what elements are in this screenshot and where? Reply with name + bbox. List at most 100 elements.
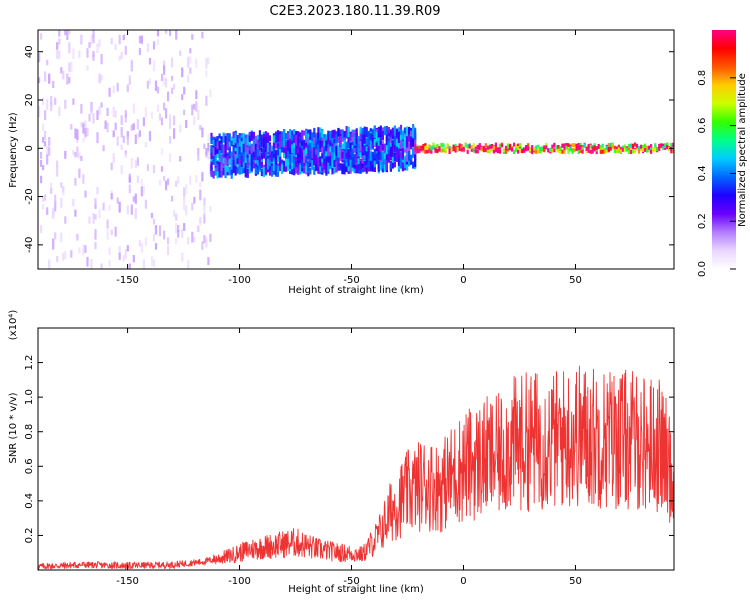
spectrogram-cell: [553, 148, 556, 153]
spectrogram-cell: [450, 148, 453, 153]
spectrogram-cell: [408, 136, 411, 143]
spectrogram-cell: [387, 141, 390, 150]
spectrogram-cell: [291, 152, 294, 163]
spectrogram-cell: [383, 126, 386, 136]
spectrogram-cell: [106, 107, 109, 116]
spectrogram-cell: [295, 147, 298, 155]
spectrogram-cell: [138, 130, 141, 137]
spectrogram-cell: [361, 128, 364, 135]
spectrogram-cell: [422, 146, 425, 151]
spectrogram-cell: [281, 140, 284, 149]
spectrogram-cell: [60, 232, 63, 243]
spectrogram-cell: [118, 246, 121, 252]
spectrogram-cell: [329, 146, 332, 153]
spectrogram-cell: [287, 157, 290, 168]
spectrogram-cell: [272, 160, 276, 172]
spectrogram-cell: [150, 111, 154, 119]
spectrogram-cell: [387, 130, 390, 137]
spectrogram-cell: [224, 145, 227, 154]
spectrogram-cell: [54, 232, 57, 240]
spectrogram-cell: [94, 214, 97, 220]
spectrogram-cell: [329, 131, 332, 141]
spectrogram-cell: [351, 143, 354, 149]
spectrogram-cell: [670, 149, 673, 154]
spectrogram-cell: [531, 145, 534, 150]
spectrogram-cell: [40, 33, 43, 40]
spectrogram-cell: [329, 139, 332, 148]
spectrogram-cell: [82, 137, 85, 143]
spectrogram-cell: [287, 133, 290, 144]
spectrogram-cell: [226, 155, 229, 166]
spectrogram-cell: [573, 143, 576, 148]
spectrogram-cell: [389, 129, 392, 135]
spectrogram-cell: [373, 162, 376, 172]
spectrogram-cell: [317, 137, 320, 148]
spectrogram-cell: [84, 128, 87, 137]
spectrogram-cell: [642, 144, 645, 149]
spectrogram-cell: [220, 154, 223, 166]
spectrogram-cell: [158, 225, 162, 237]
spectrogram-cell: [250, 131, 253, 141]
spectrogram-cell: [88, 113, 91, 122]
spectrogram-cell: [210, 166, 213, 177]
spectrogram-cell: [262, 137, 265, 149]
spectrogram-cell: [270, 152, 274, 162]
spectrogram-cell: [92, 54, 95, 61]
spectrogram-cell: [232, 151, 235, 160]
spectrogram-cell: [205, 237, 208, 248]
spectrogram-cell: [587, 143, 590, 148]
spectrogram-cell: [301, 166, 304, 172]
spectrogram-cell: [106, 229, 109, 240]
spectrogram-cell: [432, 142, 435, 147]
spectrogram-cell: [410, 136, 413, 147]
spectrogram-cell: [478, 145, 481, 150]
spectrogram-cell: [484, 143, 487, 148]
spectrogram-cell: [205, 95, 208, 106]
spectrogram-cell: [567, 143, 570, 148]
spectrogram-cell: [175, 223, 178, 234]
spectrogram-cell: [297, 141, 300, 150]
spectrogram-cell: [633, 149, 637, 154]
spectrogram-cell: [662, 143, 665, 148]
spectrogram-cell: [299, 154, 302, 164]
spectrogram-cell: [110, 37, 113, 45]
spectrogram-cell: [244, 141, 247, 151]
spectrogram-cell: [146, 80, 149, 89]
spectrogram-cell: [48, 146, 51, 156]
spectrogram-cell: [613, 149, 616, 153]
spectrogram-cell: [353, 153, 356, 165]
spectrogram-cell: [201, 172, 204, 182]
spectrogram-cell: [38, 77, 41, 84]
colorbar-tick-label: 0.2: [697, 213, 708, 229]
spectrogram-cell: [84, 245, 87, 253]
spectrogram-cell: [303, 156, 306, 163]
spectrogram-cell: [197, 153, 200, 161]
spectrogram-cell: [519, 143, 522, 148]
spectrogram-cell: [256, 139, 259, 149]
spectrogram-cell: [207, 257, 210, 266]
spectrogram-cell: [254, 149, 257, 158]
spectrogram-cell: [492, 145, 495, 150]
spectrogram-cell: [210, 132, 213, 142]
spectrogram-cell: [230, 140, 233, 147]
spectrogram-cell: [122, 135, 125, 143]
spectrogram-cell: [258, 143, 261, 151]
spectrogram-cell: [412, 151, 415, 158]
spectrogram-cell: [414, 144, 417, 149]
spectrogram-cell: [543, 145, 546, 150]
spectrogram-cell: [343, 130, 346, 138]
spectrogram-cell: [68, 30, 71, 35]
spectrogram-cell: [347, 137, 350, 143]
spectrogram-cell: [644, 147, 647, 152]
spectrogram-cell: [561, 149, 564, 154]
spectrogram-cell: [238, 153, 241, 160]
spectrogram-cell: [281, 164, 284, 173]
spectrogram-cell: [268, 144, 272, 156]
spectrogram-cell: [401, 147, 405, 153]
spectrogram-cell: [605, 146, 608, 151]
spectrogram-cell: [545, 145, 548, 150]
spectrogram-cell: [54, 201, 57, 212]
spectrogram-cell: [309, 150, 312, 160]
spectrogram-cell: [156, 39, 160, 46]
spectrogram-cell: [581, 146, 584, 151]
